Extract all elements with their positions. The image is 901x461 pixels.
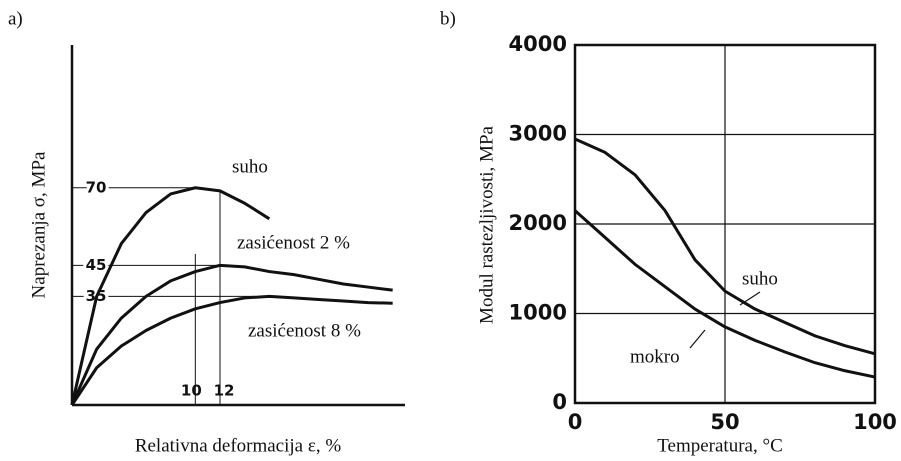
x-tick-label: 50 [710,410,739,434]
x-axis-label: Temperatura, °C [657,435,783,456]
series-label: zasićenost 2 % [237,232,350,253]
label-leader [739,291,761,306]
label-leader [689,329,706,349]
y-tick-label: 3000 [509,122,567,146]
series-line [70,294,393,406]
y-axis-label: Modul rastezljivosti, MPa [476,125,497,323]
series-label: suho [232,156,268,177]
x-tick-label: 12 [214,382,235,400]
x-tick-label: 100 [853,410,897,434]
y-tick-label: 0 [552,390,567,414]
x-tick-label: 10 [181,382,202,400]
x-tick-label: 0 [568,410,583,434]
y-axis-label: Naprezanja σ, MPa [28,151,49,298]
x-axis-label: Relativna deformacija ε, % [135,435,342,456]
series-label: mokro [630,346,680,367]
series-line [573,209,876,379]
y-tick-label: 1000 [509,301,567,325]
panel-label: a) [8,8,23,29]
series-label: zasićenost 8 % [248,320,361,341]
y-tick-label: 4000 [509,32,567,56]
panel-label: b) [440,8,456,29]
series-line [70,263,393,406]
series-line [574,137,876,356]
series-line [70,186,271,406]
y-tick-label: 45 [86,256,107,274]
y-tick-label: 70 [86,178,107,196]
series-label: suho [742,268,778,289]
y-tick-label: 2000 [509,211,567,235]
